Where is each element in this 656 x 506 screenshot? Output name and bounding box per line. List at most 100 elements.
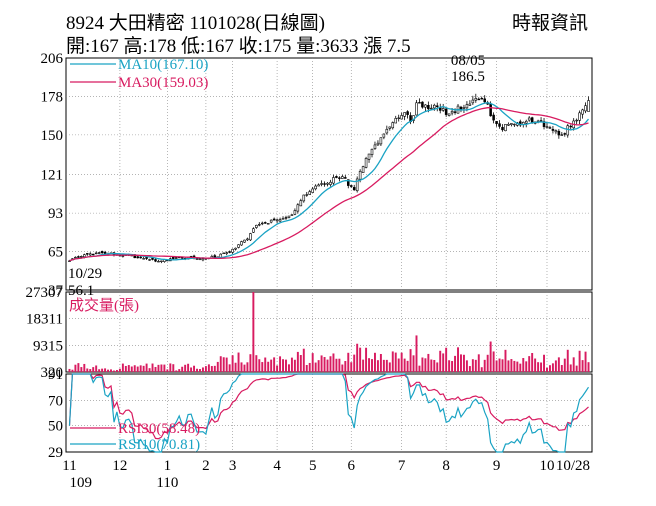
candle-up: [74, 256, 77, 259]
volume-bar: [89, 369, 92, 372]
volume-bar: [299, 355, 302, 372]
candle: [581, 108, 584, 119]
candle-up: [415, 102, 418, 116]
candle: [548, 125, 552, 129]
candle: [367, 153, 371, 163]
candle: [587, 96, 590, 112]
volume-bar: [187, 363, 190, 372]
candle-up: [587, 100, 590, 112]
candle-down: [100, 251, 104, 254]
candle-up: [474, 98, 478, 101]
candle-down: [480, 98, 484, 100]
candle: [501, 124, 504, 132]
volume-bar: [92, 367, 95, 372]
x-month-label: 3: [229, 458, 237, 474]
rsi10-legend: RSI10(70.81): [118, 437, 200, 453]
volume-bar: [519, 363, 522, 372]
candle: [477, 97, 481, 101]
candle-up: [424, 104, 427, 108]
volume-bar: [379, 354, 382, 372]
candle: [447, 113, 451, 117]
candle-up: [225, 252, 228, 254]
volume-bar: [412, 355, 415, 372]
candle: [462, 104, 466, 113]
volume-bar: [433, 359, 436, 372]
volume-bar: [566, 349, 569, 372]
candle-up: [160, 260, 163, 263]
candle: [302, 194, 306, 203]
candle: [296, 203, 300, 214]
candle: [373, 141, 377, 150]
volume-bar: [495, 360, 498, 372]
volume-bar: [563, 358, 566, 372]
price-panel: [65, 57, 593, 291]
volume-bar: [104, 368, 107, 372]
candle: [260, 221, 264, 226]
candle: [578, 110, 581, 125]
chart-title: 8924 大田精密 1101028(日線圖): [66, 13, 325, 34]
volume-bar: [261, 362, 264, 372]
volume-bar: [157, 364, 160, 372]
volume-bar: [445, 347, 448, 372]
volume-bar: [462, 354, 465, 372]
candle: [91, 253, 95, 256]
volume-bar: [501, 359, 504, 372]
volume-bar: [376, 360, 379, 372]
volume-bar: [234, 362, 237, 372]
volume-bar: [356, 343, 359, 372]
candle-up: [142, 258, 145, 260]
volume-bar: [498, 358, 501, 372]
candle-down: [548, 127, 552, 129]
candle-up: [260, 222, 264, 225]
volume-bar: [323, 357, 326, 372]
price-y-tick: 65: [48, 245, 63, 261]
candle-down: [498, 123, 501, 127]
candle: [385, 125, 389, 135]
candle: [100, 250, 104, 255]
candle-up: [504, 124, 507, 132]
candle-up: [308, 191, 311, 195]
volume-bar: [296, 351, 299, 372]
high-date-label: 08/05: [451, 53, 485, 69]
candle-up: [243, 239, 246, 243]
candle: [136, 255, 139, 259]
candle: [323, 181, 326, 187]
volume-bar: [465, 360, 468, 372]
candle: [492, 112, 495, 124]
volume-bar: [166, 369, 169, 372]
candle-down: [335, 176, 338, 178]
volume-bar: [207, 364, 210, 372]
volume-bar: [139, 365, 142, 372]
high-value-label: 186.5: [451, 69, 485, 85]
volume-bar: [258, 359, 261, 372]
volume-bar: [308, 362, 311, 372]
candle: [468, 100, 472, 106]
price-y-tick: 37: [48, 283, 64, 299]
candle: [415, 100, 418, 116]
candle: [243, 239, 246, 243]
volume-bar: [113, 370, 115, 372]
candle: [480, 96, 484, 100]
volume-bar: [107, 369, 110, 372]
volume-bar: [504, 349, 507, 372]
candle-up: [507, 123, 510, 126]
candle-up: [513, 123, 516, 126]
candle-up: [293, 210, 297, 215]
candle-down: [477, 98, 481, 101]
volume-bar: [442, 353, 445, 372]
candle-up: [581, 109, 584, 115]
candle: [74, 256, 77, 259]
candle-up: [471, 99, 475, 104]
candle-down: [213, 255, 217, 258]
candle-up: [450, 110, 454, 114]
price-y-tick: 206: [41, 51, 64, 67]
candle: [513, 123, 516, 127]
candle-down: [172, 257, 175, 259]
candle-down: [349, 185, 353, 187]
ma10-line: [69, 102, 590, 262]
volume-bar: [71, 369, 74, 372]
candle: [308, 189, 311, 195]
volume-bar: [353, 354, 356, 372]
candle-up: [88, 253, 92, 256]
volume-bar: [314, 362, 317, 372]
